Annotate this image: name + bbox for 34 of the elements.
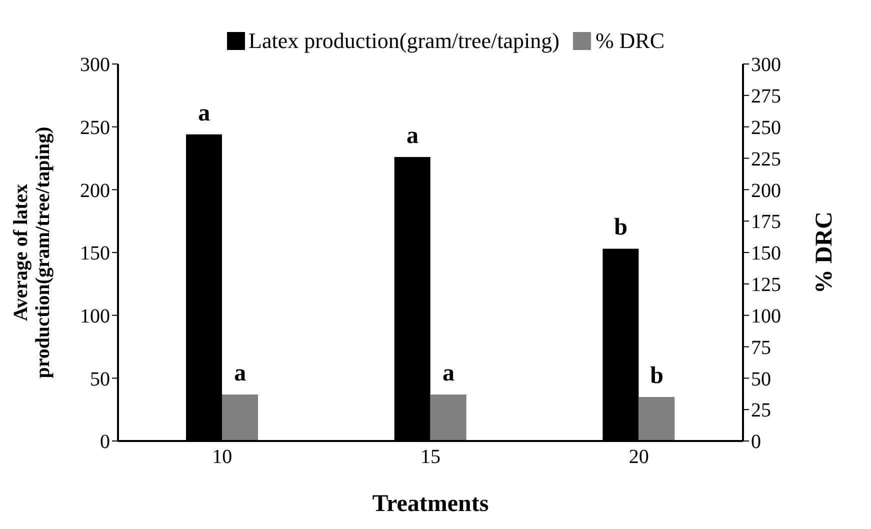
y-tick-label: 150 bbox=[80, 242, 110, 265]
y2-axis-title: % DRC bbox=[812, 212, 838, 294]
y2-tick-label: 25 bbox=[751, 400, 771, 422]
y-axis-title: Average of latex production(gram/tree/taping) bbox=[10, 126, 54, 378]
annotation: b bbox=[650, 363, 664, 390]
y2-tick-label: 125 bbox=[751, 274, 781, 296]
y-tick-label: 50 bbox=[90, 368, 110, 390]
x-tick-label: 20 bbox=[628, 446, 649, 468]
annotation: a bbox=[234, 360, 246, 387]
y2-tick-label: 300 bbox=[751, 54, 781, 76]
y2-tick-label: 0 bbox=[751, 431, 761, 454]
y-tick-label: 0 bbox=[100, 431, 110, 454]
y-tick-label: 200 bbox=[80, 180, 110, 202]
y2-tick-label: 75 bbox=[751, 336, 771, 359]
x-tick-label: 10 bbox=[212, 446, 232, 468]
y2-tick-label: 200 bbox=[751, 180, 781, 202]
annotation: a bbox=[442, 360, 454, 387]
y2-tick-label: 275 bbox=[751, 86, 781, 108]
x-axis-title: Treatments bbox=[372, 491, 489, 517]
annotation: b bbox=[614, 214, 628, 241]
y-tick-label: 250 bbox=[80, 116, 110, 139]
y2-tick-label: 100 bbox=[751, 305, 781, 328]
y2-tick-label: 50 bbox=[751, 368, 771, 390]
legend-label: % DRC bbox=[594, 28, 664, 54]
y2-tick-label: 250 bbox=[751, 116, 781, 139]
y2-tick-label: 225 bbox=[751, 148, 781, 170]
y2-tick-label: 150 bbox=[751, 242, 781, 265]
y2-tick-label: 175 bbox=[751, 211, 781, 234]
y-tick-label: 100 bbox=[80, 305, 110, 328]
x-tick-label: 15 bbox=[420, 446, 440, 468]
annotation: a bbox=[406, 122, 418, 149]
y-tick-label: 300 bbox=[80, 54, 110, 76]
annotation: a bbox=[198, 100, 210, 126]
legend-label: Latex production(gram/tree/taping) bbox=[248, 28, 560, 54]
